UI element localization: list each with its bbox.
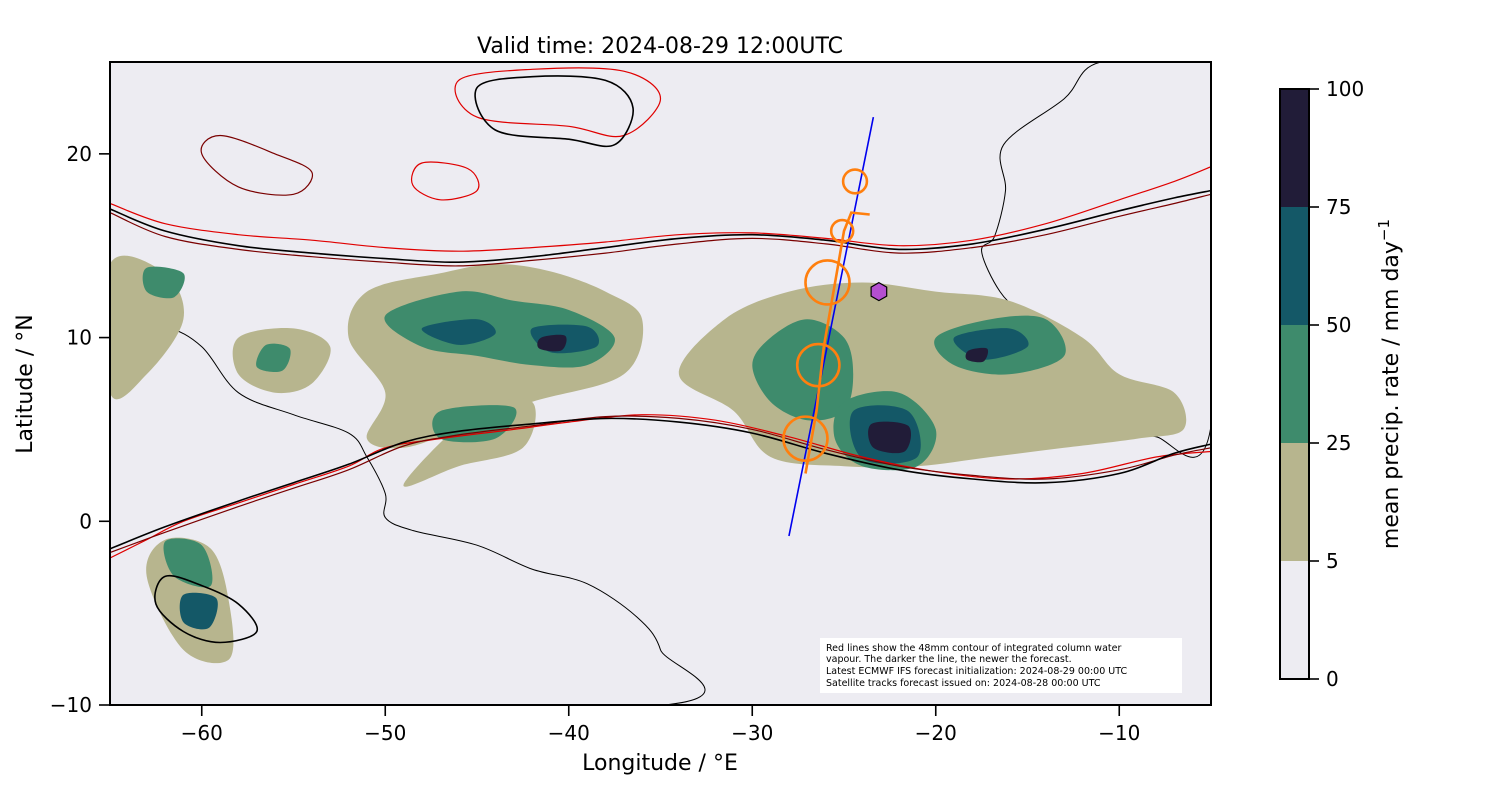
- map-plot-area: [109, 61, 1212, 706]
- annotation-line-4: Satellite tracks forecast issued on: 202…: [826, 678, 1101, 689]
- colorbar-segment: [1280, 89, 1309, 207]
- precip-area-level-2: [163, 538, 213, 588]
- map-layer: [110, 62, 1211, 705]
- precip-area-level-3: [421, 319, 496, 345]
- precip-area-level-4: [965, 347, 989, 363]
- colorbar-tick-label: 75: [1326, 195, 1351, 219]
- hexagon-marker: [870, 281, 888, 302]
- y-axis-label: Latitude / °N: [13, 314, 38, 453]
- iwv-48mm-contour-recent: [110, 417, 1211, 550]
- colorbar-segment: [1280, 561, 1309, 679]
- flight-circle: [795, 342, 841, 388]
- precip-area-level-4: [868, 421, 912, 454]
- iwv-contours: [110, 67, 1211, 644]
- colorbar-tick-label: 100: [1326, 77, 1364, 101]
- annotation-line-2: vapour. The darker the line, the newer t…: [826, 654, 1072, 665]
- iwv-48mm-contour-old: [110, 166, 1211, 252]
- flight-track: [782, 168, 870, 474]
- plot-frame: [109, 61, 1212, 706]
- y-tick-label: 10: [67, 326, 92, 350]
- y-tick-label: −10: [50, 693, 92, 717]
- iwv-48mm-contour-old: [411, 161, 480, 201]
- annotation-line-1: Red lines show the 48mm contour of integ…: [826, 643, 1121, 654]
- flight-circle: [829, 218, 855, 244]
- annotation-line-3: Latest ECMWF IFS forecast initialization…: [826, 666, 1127, 677]
- precip-area-level-4: [537, 334, 567, 352]
- iwv-48mm-contour-recent: [110, 189, 1211, 264]
- iwv-48mm-contour-recent: [154, 574, 259, 644]
- colorbar-tick-label: 0: [1326, 667, 1339, 691]
- iwv-48mm-contour-old: [454, 67, 662, 138]
- flight-circle: [782, 415, 829, 462]
- colorbar-frame: [1279, 88, 1310, 680]
- chart-title: Valid time: 2024-08-29 12:00UTC: [477, 34, 843, 59]
- iwv-48mm-contour-mid: [110, 193, 1211, 267]
- x-tick-label: −30: [731, 721, 773, 745]
- x-tick-label: −10: [1098, 721, 1140, 745]
- precip-area-level-2: [432, 405, 517, 443]
- flight-circle: [804, 259, 851, 306]
- satellite-track: [788, 116, 875, 537]
- colorbar: 0 5 25 50 75 100: [1279, 77, 1364, 691]
- colorbar-tick-label: 5: [1326, 549, 1339, 573]
- colorbar-label: mean precip. rate / mm day−1: [1375, 219, 1404, 549]
- x-axis-label: Longitude / °E: [582, 751, 738, 776]
- colorbar-tick-label: 50: [1326, 313, 1351, 337]
- x-tick-label: −60: [181, 721, 223, 745]
- x-axis-ticks: −60 −50 −40 −30 −20 −10: [181, 705, 1140, 745]
- colorbar-segment: [1280, 207, 1309, 325]
- iwv-48mm-contour-mid: [200, 134, 314, 196]
- iwv-48mm-contour-recent: [474, 75, 634, 148]
- x-tick-label: −40: [548, 721, 590, 745]
- x-tick-label: −20: [915, 721, 957, 745]
- colorbar-tick-label: 25: [1326, 431, 1351, 455]
- x-tick-label: −50: [364, 721, 406, 745]
- y-tick-label: 0: [79, 509, 92, 533]
- annotation-box: Red lines show the 48mm contour of integ…: [820, 638, 1182, 693]
- flight-path: [804, 211, 870, 474]
- colorbar-segment: [1280, 325, 1309, 443]
- colorbar-segment: [1280, 443, 1309, 561]
- precip-area-level-3: [179, 592, 218, 630]
- y-tick-label: 20: [67, 142, 92, 166]
- land-south-america: [110, 291, 706, 705]
- flight-circle: [841, 168, 869, 195]
- colorbar-label-text: mean precip. rate / mm day: [1379, 241, 1404, 549]
- y-axis-ticks: −10 0 10 20: [50, 142, 110, 717]
- precip-area-level-2: [142, 266, 185, 299]
- colorbar-label-exponent: −1: [1375, 219, 1393, 241]
- iwv-48mm-contour-mid: [110, 415, 1211, 554]
- precip-area-level-2: [256, 343, 291, 373]
